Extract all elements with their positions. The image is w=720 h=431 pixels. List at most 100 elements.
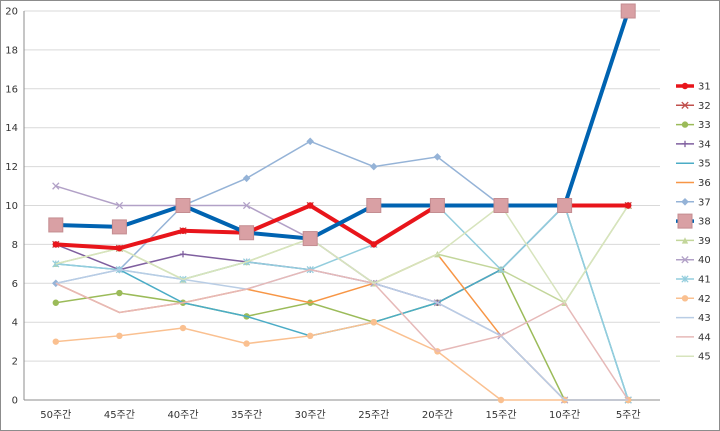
y-tick-label: 12 [5, 162, 18, 173]
y-tick-label: 4 [12, 318, 18, 329]
series-line-31 [55, 203, 629, 251]
legend-item: 33 [676, 120, 711, 131]
y-axis: 0 2 4 6 8 10 12 14 16 18 20 [5, 7, 25, 407]
y-tick-label: 6 [12, 279, 18, 290]
legend-label: 34 [698, 139, 711, 150]
data-point [306, 137, 314, 146]
data-point [370, 241, 377, 248]
legend-item: 44 [676, 332, 711, 343]
x-tick-label: 15주간 [485, 409, 516, 421]
data-point [307, 332, 314, 340]
legend-label: 39 [698, 236, 711, 247]
y-tick-label: 20 [5, 7, 18, 18]
legend-label: 38 [698, 217, 711, 228]
data-point [497, 396, 505, 404]
data-point [370, 162, 378, 171]
data-point [366, 198, 382, 213]
y-tick-label: 10 [5, 201, 18, 212]
x-tick-label: 20주간 [422, 409, 453, 421]
legend-label: 35 [698, 159, 711, 170]
data-point [52, 338, 59, 345]
legend-item: 40 [676, 255, 711, 266]
series-line-38 [55, 10, 631, 241]
series-line-42 [55, 321, 629, 401]
data-point [433, 153, 442, 161]
data-point [557, 198, 573, 213]
x-tick-label: 50주간 [40, 409, 71, 421]
data-point [111, 219, 127, 235]
legend-label: 43 [698, 313, 711, 324]
x-axis: 50주간 45주간 40주간 35주간 30주간 25주간 20주간 15주간 10주간 5주간 [24, 399, 660, 421]
data-point [243, 340, 250, 347]
legend-label: 31 [698, 82, 711, 93]
data-point [307, 202, 314, 209]
x-tick-label: 45주간 [104, 409, 135, 421]
legend-item: 41 [676, 275, 711, 286]
legend-item: 37 [676, 197, 711, 208]
data-point [48, 217, 64, 233]
y-tick-label: 16 [5, 84, 18, 95]
legend-item: 34 [676, 139, 711, 150]
legend-marker [681, 82, 689, 90]
data-point [620, 3, 636, 19]
legend-marker [677, 213, 693, 229]
data-point [625, 202, 632, 209]
data-point [116, 332, 123, 340]
legend-item: 35 [676, 159, 711, 170]
legend-marker [681, 256, 689, 264]
data-point [429, 198, 445, 213]
series-line-43 [55, 268, 629, 401]
y-tick-label: 0 [12, 396, 18, 407]
data-point [52, 299, 59, 306]
y-tick-label: 14 [5, 123, 18, 134]
series-33 [52, 266, 632, 404]
legend-marker [681, 237, 689, 244]
series-45 [55, 204, 629, 305]
series-line-45 [55, 204, 629, 305]
series-44 [55, 268, 629, 401]
legend-item: 31 [676, 82, 711, 93]
legend-marker [681, 140, 689, 148]
legend-label: 37 [698, 197, 711, 208]
legend: 31 32 33 34 35 36 37 38 39 40 41 42 43 44 45 [676, 82, 711, 363]
x-tick-label: 35주간 [231, 409, 262, 421]
legend-item: 39 [676, 236, 711, 247]
legend-marker [681, 101, 689, 109]
legend-item: 38 [676, 213, 711, 229]
series-39 [52, 202, 632, 306]
legend-label: 36 [698, 178, 711, 189]
series-line-41 [55, 204, 629, 401]
series-34 [52, 202, 632, 306]
data-point [242, 174, 251, 183]
series-43 [55, 268, 629, 401]
legend-label: 44 [698, 332, 711, 343]
series-41 [52, 201, 632, 404]
data-point [52, 241, 59, 248]
y-tick-label: 8 [12, 240, 18, 251]
data-point [493, 198, 509, 213]
y-tick-label: 18 [5, 45, 18, 56]
data-point [175, 198, 191, 213]
x-tick-label: 10주간 [549, 409, 580, 421]
legend-item: 42 [676, 294, 711, 305]
series-line-37 [55, 140, 629, 285]
data-point [242, 201, 251, 210]
data-point [179, 250, 187, 258]
series-line-44 [55, 268, 629, 401]
legend-marker [681, 295, 689, 302]
x-tick-label: 30주간 [295, 409, 326, 421]
legend-marker [681, 198, 689, 206]
data-point [302, 231, 318, 247]
data-point [52, 182, 60, 190]
legend-label: 32 [698, 101, 711, 112]
legend-marker [681, 121, 689, 128]
legend-label: 45 [698, 352, 711, 363]
series-lines [48, 3, 636, 404]
legend-label: 41 [698, 275, 711, 286]
legend-item: 45 [676, 352, 711, 363]
data-point [116, 245, 123, 252]
x-tick-label: 25주간 [358, 409, 389, 421]
legend-label: 42 [698, 294, 711, 305]
x-tick-label: 40주간 [167, 409, 198, 421]
